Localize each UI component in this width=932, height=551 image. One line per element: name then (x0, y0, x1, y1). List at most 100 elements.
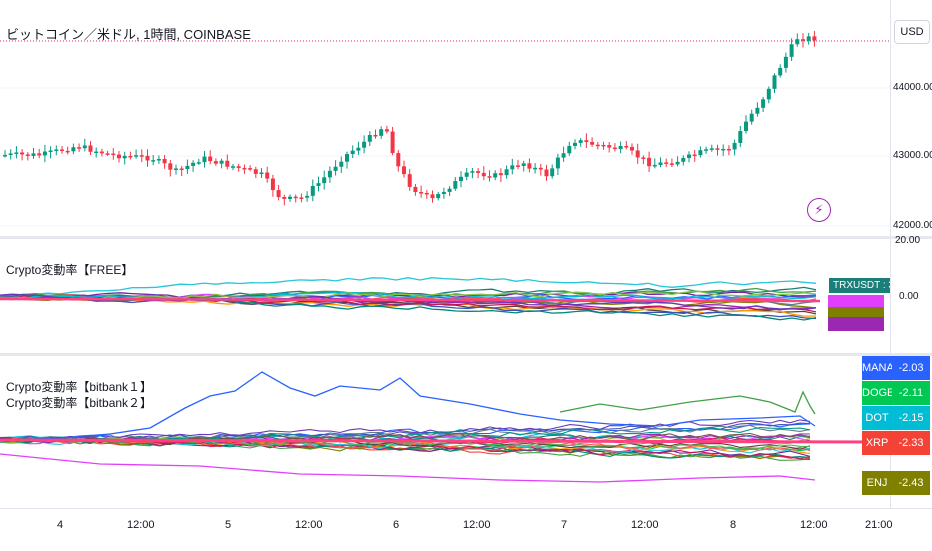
candle (601, 141, 606, 150)
candle (379, 126, 384, 139)
candle (253, 166, 258, 178)
series-line (0, 453, 816, 483)
candle (322, 170, 327, 190)
candle (436, 191, 441, 201)
candle (641, 155, 646, 165)
candle (738, 125, 743, 148)
candle (60, 146, 64, 154)
time-label: 5 (225, 519, 232, 531)
candle (510, 158, 515, 175)
candle (464, 167, 469, 181)
candle (481, 166, 486, 181)
candle (681, 155, 686, 166)
candlestick-chart[interactable] (0, 0, 890, 236)
series-line (0, 290, 817, 301)
candle (402, 160, 406, 178)
price-tick: 43000.00 (893, 150, 932, 161)
candle (590, 137, 595, 147)
candle (305, 191, 310, 202)
candle (37, 148, 42, 159)
symbol-title[interactable]: ビットコイン／米ドル, 1時間, COINBASE (6, 27, 251, 42)
candle (664, 158, 669, 167)
candle (31, 148, 36, 159)
highlight-line (0, 438, 890, 444)
axis-tick: 0.00 (899, 291, 919, 302)
candle (527, 158, 532, 173)
candle (327, 166, 332, 183)
time-label: 8 (730, 519, 737, 531)
candle (225, 154, 230, 170)
candle (156, 155, 161, 164)
indicator-title-bitbank1[interactable]: Crypto変動率【bitbank１】 (6, 380, 153, 394)
price-axis[interactable]: USD 44000.00 43000.00 42000.00 (890, 0, 932, 236)
candle (755, 102, 760, 117)
time-axis[interactable]: 4 12:00 5 12:00 6 12:00 7 12:00 8 12:00 21:00 (0, 508, 932, 551)
bitbank-lines-chart (0, 371, 890, 483)
price-tick: 42000.00 (893, 220, 932, 231)
candle (498, 168, 503, 182)
indicator-title-free[interactable]: Crypto変動率【FREE】 (6, 263, 134, 277)
price-chart-pane[interactable]: ビットコイン／米ドル, 1時間, COINBASE ⚡ (0, 0, 890, 236)
candle (71, 143, 76, 155)
candle (470, 167, 475, 179)
candle (453, 177, 458, 191)
time-label: 4 (57, 519, 64, 531)
candle (82, 138, 87, 152)
candle (419, 185, 424, 198)
series-line (0, 277, 817, 299)
candle (213, 158, 218, 166)
candle (493, 170, 498, 181)
candle (647, 151, 652, 172)
candle (749, 109, 754, 125)
candle (128, 151, 133, 160)
candle (533, 163, 538, 174)
legend-symbol: XRP (862, 431, 892, 455)
candle (726, 145, 731, 156)
candle (795, 33, 800, 47)
series-line (0, 438, 811, 461)
candle (384, 125, 389, 134)
legend-row: MANA -2.03 (862, 356, 930, 380)
mana-line (0, 371, 816, 441)
legend-value: -2.11 (892, 381, 930, 405)
candle (766, 86, 771, 104)
candle (14, 146, 19, 159)
candle (111, 148, 116, 160)
candle (265, 166, 270, 183)
axis-tick: 20.00 (895, 235, 921, 246)
legend-row: ENJ -2.43 (862, 471, 930, 495)
candle (761, 96, 766, 113)
time-label: 12:00 (127, 519, 155, 531)
candle (476, 167, 481, 179)
candle (669, 158, 674, 168)
indicator-pane-bitbank[interactable]: Crypto変動率【bitbank１】 Crypto変動率【bitbank２】 (0, 356, 890, 508)
candle (293, 194, 298, 203)
candle (567, 141, 572, 156)
candle (179, 166, 184, 176)
candle (196, 158, 201, 165)
candle (607, 142, 612, 153)
legend-symbol: MANA (862, 356, 894, 380)
candle (424, 190, 429, 199)
indicator-title-bitbank2[interactable]: Crypto変動率【bitbank２】 (6, 396, 153, 410)
candle (276, 184, 281, 201)
candle (618, 141, 623, 154)
candle (516, 159, 520, 170)
candle (396, 150, 401, 172)
indicator-axis-free[interactable]: 20.00 0.00 (890, 235, 932, 353)
lightning-icon[interactable]: ⚡ (807, 198, 831, 222)
candle (413, 184, 418, 196)
candle (362, 135, 367, 154)
pane-separator[interactable] (0, 236, 932, 239)
candle (595, 141, 600, 150)
candle (635, 143, 640, 164)
candle (316, 176, 321, 192)
pane-separator[interactable] (0, 353, 932, 356)
candle (288, 194, 292, 202)
candle (174, 164, 178, 175)
time-label: 7 (561, 519, 568, 531)
candle (687, 151, 691, 163)
candle (48, 146, 53, 159)
indicator-pane-free[interactable]: Crypto変動率【FREE】 TRXUSDT : 3.68 (0, 239, 913, 353)
currency-button[interactable]: USD (894, 20, 930, 44)
